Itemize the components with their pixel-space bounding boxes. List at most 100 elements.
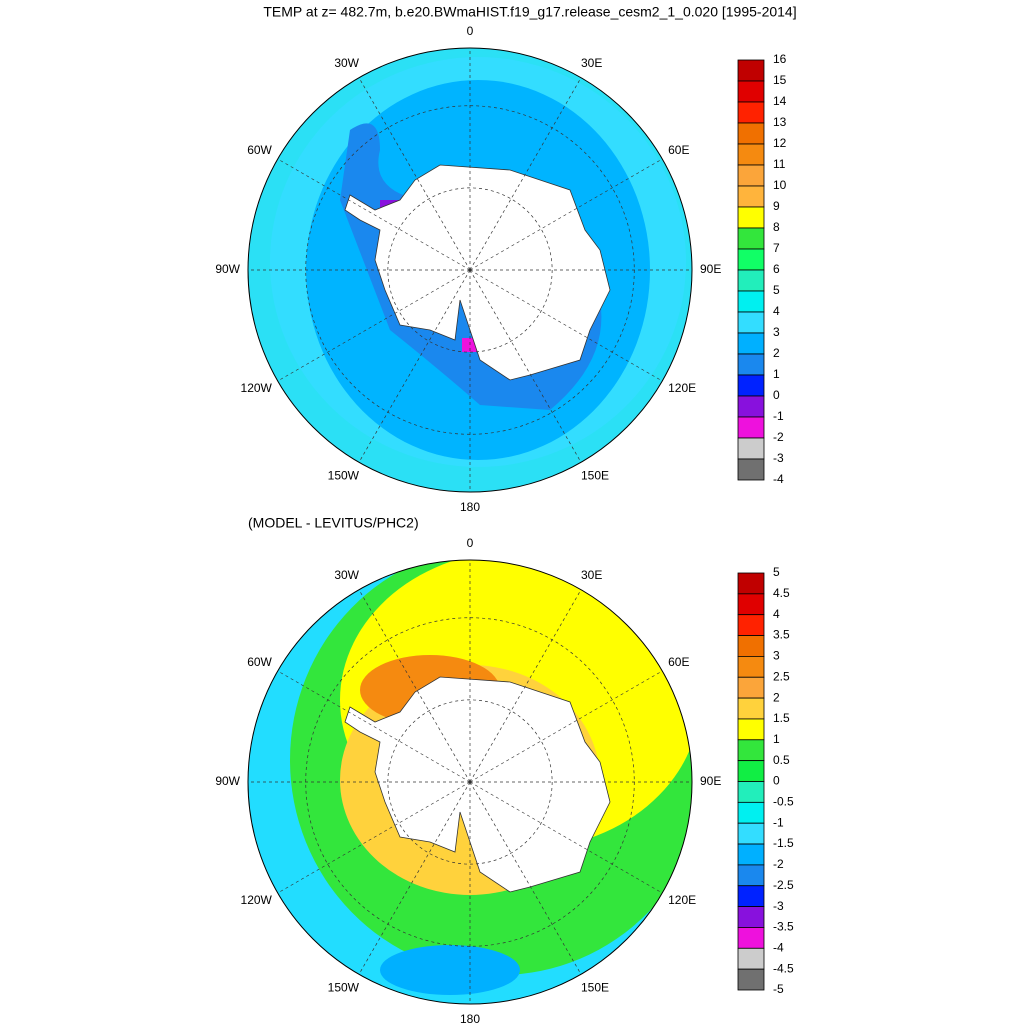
colorbar-box — [737, 864, 765, 887]
colorbar-label: 6 — [773, 262, 780, 276]
colorbar-label: 4 — [773, 607, 780, 621]
colorbar-label: 12 — [773, 136, 787, 150]
longitude-label: 60W — [247, 655, 272, 669]
longitude-label: 120E — [668, 381, 696, 395]
colorbar-label: -1.5 — [773, 836, 794, 850]
colorbar-box — [737, 164, 765, 187]
colorbar-box — [737, 739, 765, 762]
colorbar-label: 1.5 — [773, 711, 790, 725]
longitude-label: 60E — [668, 655, 689, 669]
colorbar-label: -2.5 — [773, 878, 794, 892]
longitude-label: 60W — [247, 143, 272, 157]
colorbar-label: 15 — [773, 73, 787, 87]
colorbar-label: 0.5 — [773, 753, 790, 767]
meridian — [358, 781, 471, 975]
colorbar-label: 13 — [773, 115, 787, 129]
colorbar-box — [737, 760, 765, 782]
colorbar-label: 14 — [773, 94, 787, 108]
colorbar-box — [737, 395, 765, 418]
colorbar-box — [737, 143, 765, 166]
colorbar-label: 3 — [773, 649, 780, 663]
longitude-label: 90W — [215, 774, 240, 788]
colorbar-box — [737, 968, 765, 991]
longitude-label: 0 — [467, 24, 474, 38]
map-border — [247, 47, 693, 493]
colorbar-label: -1 — [773, 409, 784, 423]
colorbar-label: 2 — [773, 690, 780, 704]
colorbar-label: -3 — [773, 451, 784, 465]
colorbar-label: 9 — [773, 199, 780, 213]
longitude-label: 0 — [467, 536, 474, 550]
colorbar-box — [737, 676, 765, 699]
meridian — [469, 269, 663, 382]
colorbar-box — [737, 801, 765, 824]
meridian — [469, 781, 663, 894]
colorbar-box — [737, 697, 765, 720]
colorbar-label: 4.5 — [773, 586, 790, 600]
map-field — [248, 48, 692, 492]
meridian — [277, 670, 471, 783]
colorbar-label: 0 — [773, 388, 780, 402]
colorbar-box — [737, 269, 765, 292]
meridian — [358, 77, 471, 271]
longitude-label: 30E — [581, 56, 602, 70]
colorbar-box — [737, 718, 765, 741]
colorbar-box — [737, 80, 765, 103]
colorbar-label: 5 — [773, 283, 780, 297]
colorbar-label: 10 — [773, 178, 787, 192]
colorbar-label: 5 — [773, 565, 780, 579]
longitude-label: 90E — [700, 262, 721, 276]
colorbar-box — [737, 843, 765, 866]
colorbar-box — [737, 332, 765, 355]
colorbar-box — [737, 614, 765, 636]
colorbar-label: 11 — [773, 157, 786, 171]
colorbar-label: 0 — [773, 774, 780, 788]
longitude-label: 90E — [700, 774, 721, 788]
colorbar-box — [737, 185, 765, 208]
colorbar-label: -0.5 — [773, 795, 794, 809]
longitude-label: 150W — [328, 980, 360, 994]
longitude-label: 30W — [334, 568, 359, 582]
longitude-label: 120E — [668, 893, 696, 907]
colorbar-box — [737, 885, 765, 908]
meridian — [277, 781, 471, 894]
colorbar-label: -3 — [773, 899, 784, 913]
colorbar-label: 16 — [773, 52, 787, 66]
colorbar-box — [737, 248, 765, 271]
latitude-line — [387, 699, 553, 865]
colorbar-box — [737, 593, 765, 616]
colorbar-box — [737, 101, 765, 124]
colorbar-box — [737, 458, 765, 481]
colorbar-label: -4.5 — [773, 961, 794, 975]
colorbar-label: 3.5 — [773, 628, 790, 642]
colorbar-label: -2 — [773, 430, 784, 444]
colorbar-label: -5 — [773, 982, 784, 996]
colorbar-box — [737, 227, 765, 250]
meridian — [469, 781, 582, 975]
colorbar-box — [737, 416, 765, 439]
colorbar-box — [737, 822, 765, 845]
colorbar-label: 2 — [773, 346, 780, 360]
latitude-line — [387, 187, 553, 353]
colorbar-box — [737, 572, 765, 595]
meridian — [469, 589, 582, 783]
meridian — [469, 77, 582, 271]
meridian — [358, 269, 471, 463]
longitude-label: 60E — [668, 143, 689, 157]
map-border — [247, 559, 693, 1005]
colorbar-box — [737, 656, 765, 678]
colorbar-label: 4 — [773, 304, 780, 318]
map-field — [248, 560, 692, 1004]
graticule — [248, 48, 692, 1004]
longitude-label: 150W — [328, 468, 360, 482]
colorbar-box — [737, 947, 765, 970]
colorbar-label: 7 — [773, 241, 780, 255]
colorbar-box — [737, 206, 765, 229]
longitude-label: 120W — [241, 381, 273, 395]
colorbar-label: -2 — [773, 857, 784, 871]
longitude-label: 180 — [460, 1012, 480, 1024]
longitude-label: 150E — [581, 980, 609, 994]
colorbar-box — [737, 374, 765, 397]
colorbar-box — [737, 906, 765, 928]
